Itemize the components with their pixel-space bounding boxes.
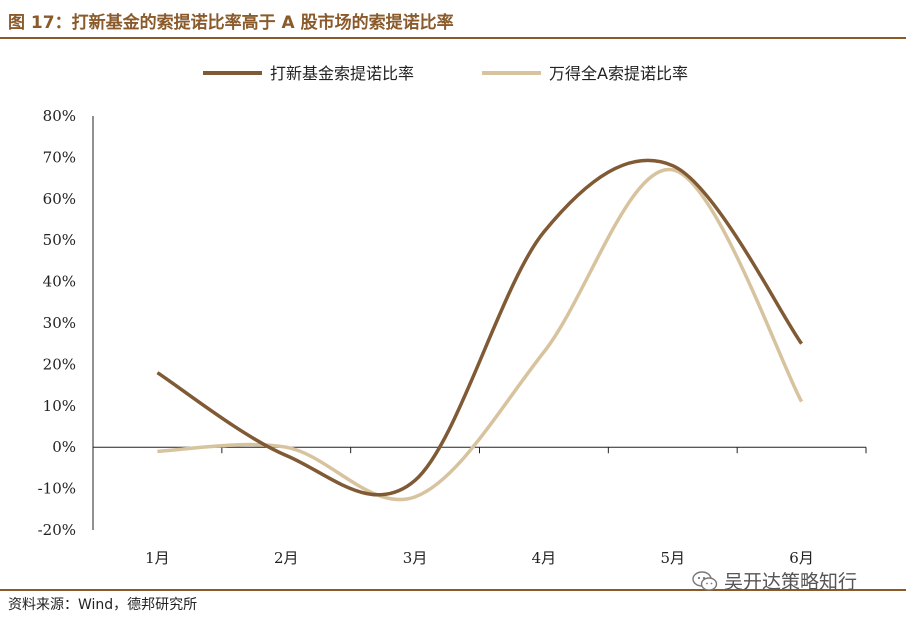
footer-rule [0, 589, 906, 591]
legend-label-series-2: 万得全A索提诺比率 [549, 64, 688, 83]
series-lines [156, 158, 804, 502]
y-tick-label: 20% [43, 355, 76, 373]
y-tick-label: 80% [43, 107, 76, 125]
x-tick-label: 3月 [403, 549, 428, 567]
y-tick-label: 10% [43, 397, 76, 415]
legend: 打新基金索提诺比率 万得全A索提诺比率 [203, 64, 688, 83]
x-tick-label: 5月 [660, 549, 685, 567]
x-tick-label: 6月 [789, 549, 814, 567]
y-tick-label: 30% [43, 314, 76, 332]
watermark: 吴开达策略知行 [692, 567, 857, 594]
y-tick-label: 70% [43, 148, 76, 166]
y-tick-label: -10% [38, 480, 76, 498]
series-line-1 [156, 158, 804, 497]
y-tick-label: 40% [43, 273, 76, 291]
y-tick-label: 50% [43, 231, 76, 249]
y-tick-label: 0% [52, 438, 76, 456]
wechat-icon [692, 570, 718, 591]
x-ticks: 1月 2月 3月 4月 5月 6月 [92, 447, 867, 567]
line-chart: 打新基金索提诺比率 万得全A索提诺比率 -20% -10% 0% 10% 20% 30% 4… [38, 64, 867, 567]
y-tick-label: 60% [43, 190, 76, 208]
legend-label-series-1: 打新基金索提诺比率 [270, 64, 414, 83]
y-tick-labels: -20% -10% 0% 10% 20% 30% 40% 50% 60% 70% 80% [38, 107, 76, 539]
x-tick-label: 1月 [145, 549, 170, 567]
title-rule [0, 37, 906, 39]
figure-title: 图 17：打新基金的索提诺比率高于 A 股市场的索提诺比率 [8, 13, 454, 33]
series-line-2 [157, 168, 804, 502]
x-tick-label: 2月 [274, 549, 299, 567]
y-tick-label: -20% [38, 521, 76, 539]
x-tick-label: 4月 [532, 549, 557, 567]
watermark-text: 吴开达策略知行 [724, 571, 858, 593]
source-note: 资料来源：Wind，德邦研究所 [8, 597, 198, 613]
